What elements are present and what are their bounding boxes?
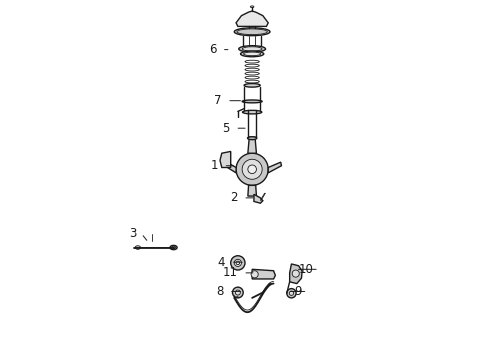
Text: 5: 5 <box>222 122 230 135</box>
Ellipse shape <box>135 246 141 249</box>
Text: 1: 1 <box>211 159 218 172</box>
Ellipse shape <box>247 137 257 140</box>
Ellipse shape <box>170 246 177 249</box>
Circle shape <box>236 153 268 185</box>
Polygon shape <box>222 160 236 173</box>
Polygon shape <box>268 162 281 173</box>
Polygon shape <box>248 185 256 196</box>
Circle shape <box>251 271 258 278</box>
Ellipse shape <box>243 111 262 114</box>
Circle shape <box>287 289 296 298</box>
Ellipse shape <box>239 46 266 52</box>
Circle shape <box>232 287 243 298</box>
Text: 7: 7 <box>214 94 222 107</box>
Circle shape <box>289 291 294 296</box>
Ellipse shape <box>250 6 254 8</box>
Ellipse shape <box>241 51 264 57</box>
Text: 2: 2 <box>230 192 238 204</box>
Text: 8: 8 <box>216 285 223 298</box>
Circle shape <box>234 259 242 266</box>
Polygon shape <box>248 137 256 153</box>
Ellipse shape <box>243 47 262 51</box>
Text: 6: 6 <box>209 43 217 56</box>
Circle shape <box>235 290 241 295</box>
Polygon shape <box>252 269 275 279</box>
Ellipse shape <box>237 29 268 35</box>
Text: 11: 11 <box>223 266 238 279</box>
Text: 10: 10 <box>299 263 314 276</box>
Polygon shape <box>220 152 231 167</box>
Text: 3: 3 <box>129 227 136 240</box>
Ellipse shape <box>244 52 261 56</box>
Circle shape <box>292 270 299 277</box>
Circle shape <box>231 256 245 270</box>
Ellipse shape <box>234 28 270 36</box>
Ellipse shape <box>244 84 260 87</box>
Ellipse shape <box>172 246 176 249</box>
Circle shape <box>242 159 262 179</box>
Ellipse shape <box>242 100 262 103</box>
Text: 4: 4 <box>218 256 225 269</box>
Polygon shape <box>290 264 302 284</box>
Polygon shape <box>254 194 263 203</box>
Polygon shape <box>236 11 268 26</box>
Text: 9: 9 <box>294 285 302 298</box>
Circle shape <box>248 165 256 174</box>
Circle shape <box>236 261 240 265</box>
